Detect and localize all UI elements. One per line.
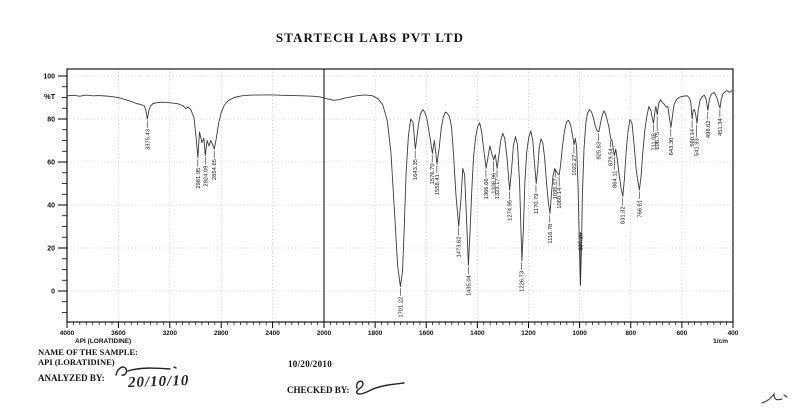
peak-label: 2924.09	[203, 166, 209, 187]
sample-name-label: NAME OF THE SAMPLE:	[38, 347, 138, 357]
peak-label: 1022.27	[572, 155, 578, 176]
x-tick-label: 4000	[60, 330, 75, 337]
peak-label: 766.61	[637, 200, 643, 218]
y-axis-title: %T	[44, 92, 56, 101]
peak-label: 1643.35	[413, 159, 419, 180]
print-date: 10/20/2010	[288, 359, 333, 369]
checked-signature	[355, 380, 405, 395]
peak-label: 1366.66	[484, 178, 490, 199]
peak-label: 1095.57	[553, 178, 559, 199]
peak-label: 925.83	[597, 142, 603, 160]
peak-label: 864.11	[612, 171, 618, 188]
analyzed-signature	[115, 366, 177, 376]
y-tick-label: 40	[47, 203, 55, 210]
x-tick-label: 600	[676, 330, 687, 337]
y-tick-label: 0	[51, 289, 55, 296]
peak-label: 541.93	[695, 138, 701, 156]
x-tick-label: 2000	[317, 330, 332, 337]
analyzed-by-label: ANALYZED BY:	[38, 373, 105, 383]
x-axis-sample-label: API (LORATIDINE)	[75, 338, 131, 345]
peak-label: 1274.95	[507, 200, 513, 221]
peak-label: 1080.14	[557, 187, 563, 209]
peak-label: 560.14	[690, 128, 696, 147]
peak-label: 2854.65	[212, 159, 218, 180]
peak-label: 696.75	[655, 132, 661, 150]
x-tick-label: 1000	[572, 330, 587, 337]
peak-label: 1336.96	[492, 173, 498, 194]
peak-label: 2981.95	[196, 168, 202, 189]
x-tick-label: 1200	[521, 330, 536, 337]
y-tick-label: 80	[47, 117, 55, 124]
peak-label: 711.08	[652, 133, 658, 150]
peak-label: 1226.73	[520, 271, 526, 292]
spectrum-curve	[66, 90, 734, 288]
peak-label: 1435.04	[466, 274, 472, 296]
peak-label: 643.30	[669, 138, 675, 156]
peak-label: 1170.79	[534, 194, 540, 215]
peak-label: 879.54	[608, 148, 614, 167]
page-title: STARTECH LABS PVT LTD	[275, 30, 465, 45]
peak-label: 1558.41	[435, 174, 441, 195]
peak-label: 1701.22	[398, 297, 404, 318]
peak-label: 498.62	[706, 120, 712, 138]
checked-by-label: CHECKED BY:	[287, 385, 350, 395]
peak-label: 1576.70	[430, 163, 436, 184]
y-tick-label: 20	[47, 246, 55, 253]
y-tick-label: 60	[47, 160, 55, 167]
sample-name-value: API (LORATIDINE)	[38, 357, 115, 367]
peak-label: 997.20	[578, 233, 584, 251]
x-tick-label: 3200	[163, 330, 178, 337]
peak-label: 1323.17	[495, 178, 501, 199]
y-tick-label: 100	[43, 74, 55, 81]
x-tick-label: 2400	[265, 330, 280, 337]
x-tick-label: 1400	[470, 330, 485, 337]
peak-label: 451.34	[718, 118, 724, 137]
peak-label: 831.32	[621, 206, 627, 224]
x-tick-label: 1600	[419, 330, 434, 337]
x-tick-label: 3600	[111, 330, 126, 337]
x-tick-label: 400	[728, 330, 739, 337]
peak-label: 1116.78	[548, 224, 554, 244]
peak-label: 1473.62	[457, 237, 463, 258]
x-tick-label: 800	[625, 330, 636, 337]
x-tick-label: 2800	[214, 330, 229, 337]
x-axis-unit: 1/cm	[713, 338, 728, 345]
peak-label: 3375.43	[145, 129, 151, 150]
plot-border	[66, 68, 734, 323]
x-tick-label: 1800	[368, 330, 383, 337]
corner-mark	[761, 392, 788, 404]
